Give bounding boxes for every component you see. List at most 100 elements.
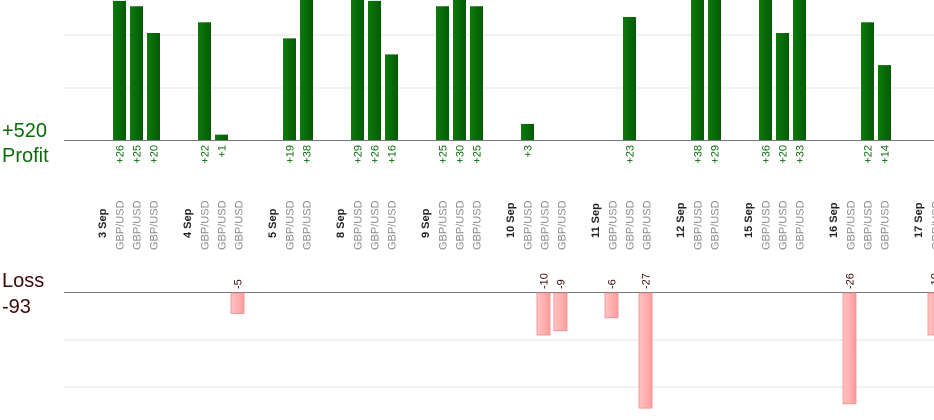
profit-value-label: +38 xyxy=(302,145,314,164)
pair-label: GBP/USD xyxy=(285,200,297,250)
profit-value-label: +20 xyxy=(149,145,161,164)
profit-bar xyxy=(691,0,704,140)
pair-label: GBP/USD xyxy=(523,200,535,250)
pair-label: GBP/USD xyxy=(353,200,365,250)
profit-bar xyxy=(521,123,534,140)
pair-label: GBP/USD xyxy=(132,200,144,250)
loss-value-label: -10 xyxy=(539,273,551,289)
profit-bar xyxy=(470,6,483,140)
pair-label: GBP/USD xyxy=(217,200,229,250)
profit-value-label: +16 xyxy=(387,145,399,164)
profit-bar xyxy=(351,0,364,140)
profit-value-label: +22 xyxy=(200,145,212,164)
profit-bar xyxy=(861,22,874,140)
pair-label: GBP/USD xyxy=(642,200,654,250)
pair-label: GBP/USD xyxy=(880,200,892,250)
date-label: 8 Sep xyxy=(335,208,347,238)
date-label: 9 Sep xyxy=(420,208,432,238)
loss-value-label: -5 xyxy=(233,279,245,289)
bar-value-labels: +26 +25 +20 +22 +1 -5 +19 +38 +29 +26 +16 +25 +30 +25… xyxy=(115,145,934,289)
profit-value-label: +22 xyxy=(863,145,875,164)
date-label: 4 Sep xyxy=(182,208,194,238)
profit-value-label: +25 xyxy=(132,145,144,164)
pair-label: GBP/USD xyxy=(472,200,484,250)
date-label: 16 Sep xyxy=(828,202,840,238)
profit-value-label: +3 xyxy=(523,145,535,158)
total-profit-value: +520 xyxy=(2,120,48,142)
pair-label: GBP/USD xyxy=(863,200,875,250)
profit-bar xyxy=(623,16,636,141)
pair-label: GBP/USD xyxy=(234,200,246,250)
pair-label: GBP/USD xyxy=(778,200,790,250)
date-label: 12 Sep xyxy=(675,202,687,238)
profit-bar xyxy=(130,6,143,140)
pair-label: GBP/USD xyxy=(557,200,569,250)
profit-value-label: +33 xyxy=(795,145,807,164)
date-label: 17 Sep xyxy=(913,202,925,238)
loss-bar xyxy=(638,292,653,409)
trade-bars xyxy=(113,0,934,409)
profit-bar xyxy=(436,6,449,140)
pair-label: GBP/USD xyxy=(625,200,637,250)
loss-bar xyxy=(536,292,551,336)
profit-bar xyxy=(198,22,211,140)
pair-label: GBP/USD xyxy=(387,200,399,250)
pair-label: GBP/USD xyxy=(710,200,722,250)
profit-value-label: +29 xyxy=(353,145,365,164)
loss-bar xyxy=(842,292,857,405)
profit-value-label: +36 xyxy=(761,145,773,164)
pair-label: GBP/USD xyxy=(115,200,127,250)
loss-label: Loss xyxy=(2,270,45,292)
profit-value-label: +25 xyxy=(472,145,484,164)
profit-value-label: +30 xyxy=(455,145,467,164)
profit-value-label: +25 xyxy=(438,145,450,164)
loss-bar xyxy=(927,292,934,336)
loss-bar xyxy=(553,292,568,332)
profit-value-label: +29 xyxy=(710,145,722,164)
profit-value-label: +26 xyxy=(370,145,382,164)
date-label: 15 Sep xyxy=(743,202,755,238)
profit-bar xyxy=(300,0,313,140)
pair-label: GBP/USD xyxy=(931,200,934,250)
profit-bar xyxy=(215,134,228,140)
pair-label: GBP/USD xyxy=(608,200,620,250)
pair-label: GBP/USD xyxy=(200,200,212,250)
profit-bar xyxy=(113,0,126,141)
profit-label: Profit xyxy=(2,145,49,167)
pair-label: GBP/USD xyxy=(795,200,807,250)
profit-bar xyxy=(147,33,160,140)
profit-value-label: +38 xyxy=(693,145,705,164)
loss-value-label: -26 xyxy=(845,273,857,289)
loss-bar xyxy=(604,292,619,319)
date-label: 5 Sep xyxy=(267,208,279,238)
pair-label: GBP/USD xyxy=(540,200,552,250)
date-label: 11 Sep xyxy=(590,203,602,238)
profit-value-label: +1 xyxy=(217,145,229,158)
pair-label: GBP/USD xyxy=(149,200,161,250)
loss-value-label: -10 xyxy=(930,273,934,289)
date-label: 10 Sep xyxy=(505,202,517,238)
date-label: 3 Sep xyxy=(97,208,109,238)
pair-label: GBP/USD xyxy=(761,200,773,250)
profit-bar xyxy=(793,0,806,140)
profit-bar xyxy=(283,38,296,140)
profit-bar xyxy=(385,54,398,140)
pair-label: GBP/USD xyxy=(455,200,467,250)
loss-value-label: -27 xyxy=(641,273,653,289)
profit-value-label: +26 xyxy=(115,145,127,164)
profit-bar xyxy=(708,0,721,140)
profit-bar xyxy=(453,0,466,140)
pair-label: GBP/USD xyxy=(438,200,450,250)
profit-bar xyxy=(878,65,891,140)
profit-value-label: +19 xyxy=(285,145,297,164)
profit-bar xyxy=(776,33,789,140)
profit-value-label: +14 xyxy=(880,145,892,164)
profit-bar xyxy=(759,0,772,140)
pair-label: GBP/USD xyxy=(370,200,382,250)
pair-label: GBP/USD xyxy=(302,200,314,250)
pair-label: GBP/USD xyxy=(693,200,705,250)
profit-value-label: +20 xyxy=(778,145,790,164)
trade-axis-labels: 3 Sep GBP/USD GBP/USD GBP/USD 4 Sep GBP/USD GB… xyxy=(97,200,934,250)
loss-value-label: -9 xyxy=(556,279,568,289)
